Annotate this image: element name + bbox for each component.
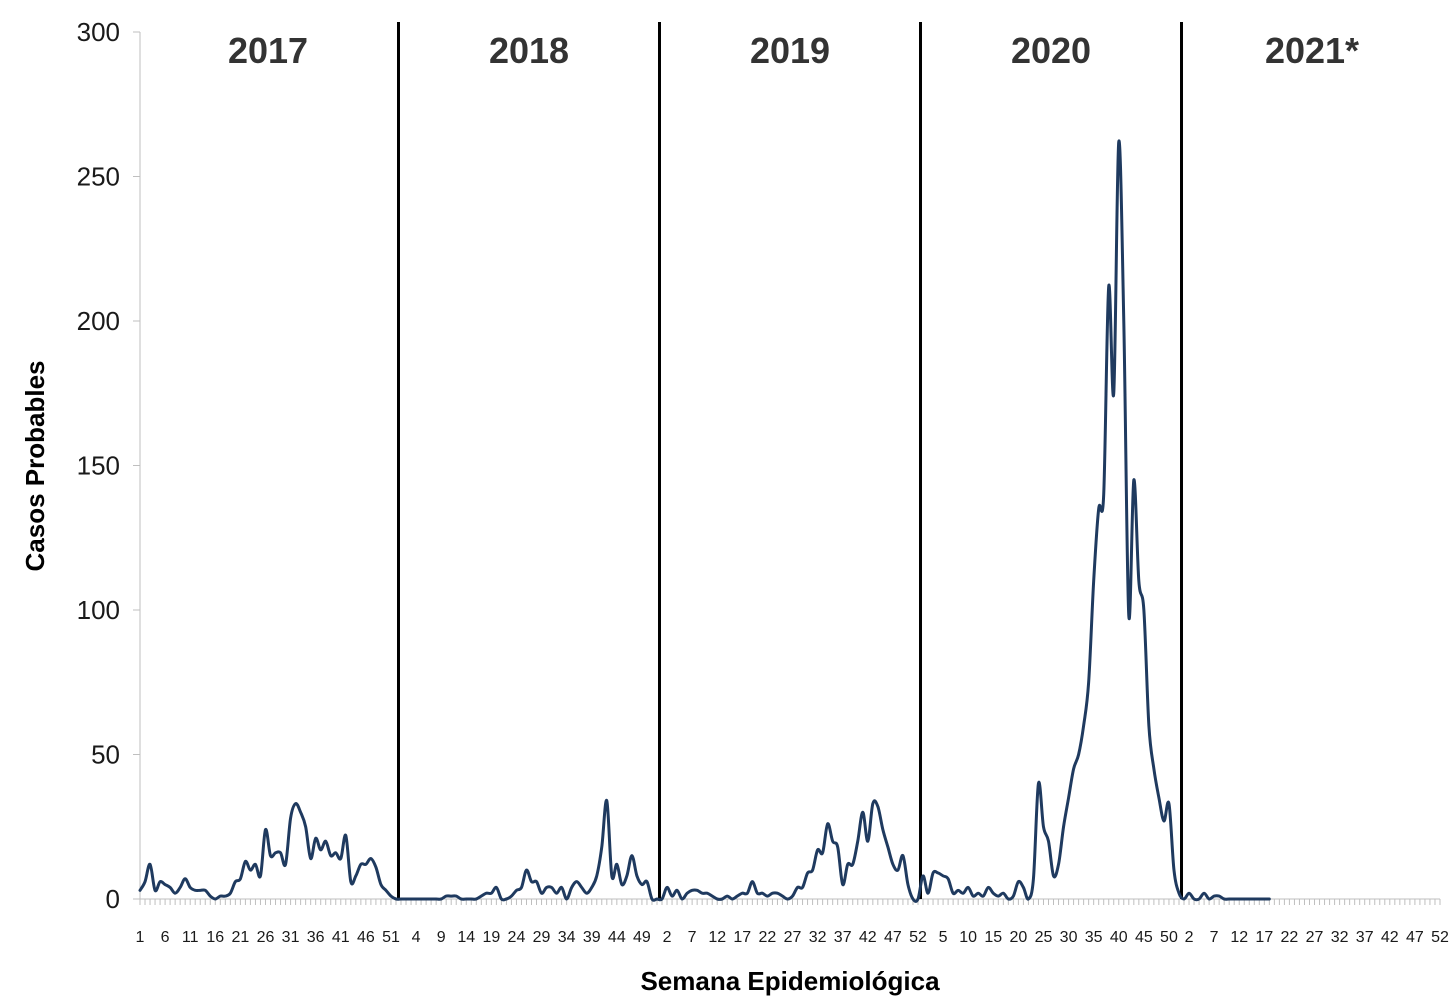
x-tick-label: 12 [708,929,726,946]
y-tick-label: 200 [77,306,120,336]
x-tick-label: 46 [357,929,375,946]
series-lines [138,139,1271,903]
year-label: 2018 [489,30,569,71]
x-tick-label: 17 [1255,929,1273,946]
series-line [138,139,1271,903]
year-label: 2019 [750,30,830,71]
x-tick-label: 47 [1406,929,1424,946]
x-tick-label: 35 [1085,929,1103,946]
year-label: 2020 [1011,30,1091,71]
x-tick-label: 44 [608,929,626,946]
x-tick-label: 7 [688,929,697,946]
x-tick-label: 22 [1281,929,1299,946]
year-label: 2021* [1265,30,1359,71]
x-tick-label: 47 [884,929,902,946]
x-tick-label: 45 [1135,929,1153,946]
x-tick-label: 40 [1110,929,1128,946]
x-tick-label: 34 [558,929,576,946]
y-tick-labels: 0 50 100 150 200 250 300 [77,17,120,914]
x-tick-label: 1 [136,929,145,946]
x-tick-label: 25 [1035,929,1053,946]
x-tick-label: 39 [583,929,601,946]
x-tick-label: 12 [1230,929,1248,946]
x-tick-label: 37 [1356,929,1374,946]
x-tick-label: 24 [508,929,526,946]
x-tick-label: 29 [533,929,551,946]
x-tick-label: 27 [1306,929,1324,946]
x-tick-label: 10 [959,929,977,946]
x-tick-label: 52 [909,929,927,946]
x-tick-label: 42 [1381,929,1399,946]
x-tick-label: 50 [1160,929,1178,946]
x-tick-label: 32 [809,929,827,946]
x-tick-label: 2 [1185,929,1194,946]
y-tick-label: 250 [77,162,120,192]
x-tick-label: 19 [482,929,500,946]
y-tick-label: 150 [77,451,120,481]
x-tick-label: 37 [834,929,852,946]
x-tick-label: 27 [784,929,802,946]
x-tick-label: 15 [984,929,1002,946]
x-tick-label: 20 [1009,929,1027,946]
year-labels: 2017 2018 2019 2020 2021* [228,30,1359,71]
x-tick-label: 36 [307,929,325,946]
x-tick-label: 2 [663,929,672,946]
axes [133,31,1441,905]
y-tick-label: 0 [106,884,120,914]
x-tick-label: 22 [759,929,777,946]
x-tick-label: 17 [733,929,751,946]
year-dividers [396,22,1184,899]
x-tick-label: 42 [859,929,877,946]
y-tick-label: 300 [77,17,120,47]
x-tick-label: 4 [412,929,421,946]
year-label: 2017 [228,30,308,71]
x-tick-label: 32 [1331,929,1349,946]
x-tick-label: 52 [1431,929,1449,946]
x-tick-label: 16 [206,929,224,946]
y-axis-title: Casos Probables [20,361,50,572]
x-tick-label: 30 [1060,929,1078,946]
x-tick-label: 31 [282,929,300,946]
x-tick-label: 11 [182,929,199,946]
y-tick-label: 100 [77,595,120,625]
x-tick-label: 5 [939,929,948,946]
y-tick-label: 50 [91,740,120,770]
x-tick-label: 51 [382,929,400,946]
x-tick-label: 49 [633,929,651,946]
x-tick-labels: 1 6 11 16 21 26 31 36 41 46 51 4 9 14 19 24 29 34 39 44 49 2 7… [136,929,1449,946]
x-tick-label: 9 [437,929,446,946]
x-tick-label: 21 [231,929,249,946]
x-axis-title: Semana Epidemiológica [640,966,940,996]
x-tick-label: 41 [332,929,350,946]
x-tick-label: 6 [161,929,170,946]
x-tick-label: 26 [257,929,275,946]
x-tick-label: 7 [1210,929,1219,946]
x-tick-label: 14 [457,929,475,946]
